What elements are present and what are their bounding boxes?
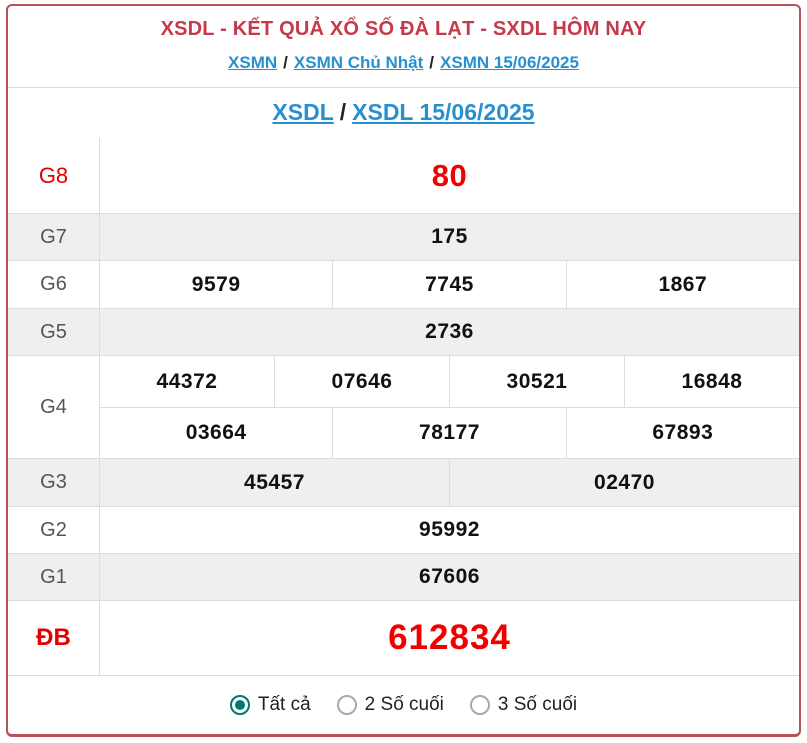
prize-number-g7: 175 [431, 225, 468, 248]
prize-number-g6-1: 9579 [191, 272, 241, 296]
prize-row-g7: G7 175 [8, 214, 799, 261]
prize-label-g5: G5 [8, 309, 100, 355]
breadcrumb-link-xsmn[interactable]: XSMN [228, 53, 278, 72]
prize-label-g8: G8 [8, 138, 100, 213]
breadcrumb-link-xsmn-date[interactable]: XSMN 15/06/2025 [440, 53, 579, 72]
breadcrumb: XSMN / XSMN Chủ Nhật / XSMN 15/06/2025 [18, 53, 789, 73]
prize-label-g3: G3 [8, 459, 100, 506]
prize-row-db: ĐB 612834 [8, 601, 799, 676]
breadcrumb-separator: / [429, 53, 435, 72]
breadcrumb-link-xsmn-chu-nhat[interactable]: XSMN Chủ Nhật [293, 53, 424, 72]
prize-number-g4-6: 78177 [332, 408, 565, 458]
prize-number-g3-2: 02470 [449, 459, 799, 506]
prize-number-g8: 80 [431, 157, 468, 193]
prize-row-g5: G5 2736 [8, 309, 799, 356]
prize-number-g4-7: 67893 [565, 408, 799, 458]
prize-row-g1: G1 67606 [8, 554, 799, 601]
prize-number-g4-5: 03664 [185, 421, 247, 444]
sub-breadcrumb-separator: / [339, 99, 347, 125]
prize-row-g2: G2 95992 [8, 507, 799, 554]
prize-row-g8: G8 80 [8, 138, 799, 214]
prize-number-g1: 67606 [419, 565, 480, 588]
lottery-results-panel: XSDL - KẾT QUẢ XỔ SỐ ĐÀ LẠT - SXDL HÔM N… [6, 4, 801, 737]
prize-number-g3-1: 45457 [244, 470, 305, 494]
prize-number-g4-1: 44372 [156, 369, 218, 393]
prize-number-g4-2: 07646 [274, 356, 449, 407]
radio-icon-last2[interactable] [336, 695, 357, 715]
prize-number-db: 612834 [388, 618, 511, 657]
display-mode-bar: Tất cả 2 Số cuối 3 Số cuối [8, 676, 799, 734]
radio-option-all[interactable]: Tất cả [229, 694, 311, 716]
sub-breadcrumb-link-xsdl[interactable]: XSDL [272, 99, 334, 125]
prize-row-g4-line1: 44372 07646 30521 16848 [100, 356, 799, 407]
prize-label-db: ĐB [8, 601, 100, 675]
prize-row-g6: G6 9579 7745 1867 [8, 261, 799, 309]
breadcrumb-separator: / [283, 53, 288, 72]
page-title: XSDL - KẾT QUẢ XỔ SỐ ĐÀ LẠT - SXDL HÔM N… [160, 18, 647, 40]
prize-number-g6-3: 1867 [565, 261, 799, 308]
prize-row-g4: G4 44372 07646 30521 16848 03664 78177 6… [8, 356, 799, 459]
sub-breadcrumb-link-xsdl-date[interactable]: XSDL 15/06/2025 [352, 99, 535, 125]
prize-row-g4-line2: 03664 78177 67893 [100, 407, 799, 458]
radio-icon-last3[interactable] [469, 695, 490, 715]
prize-number-g6-2: 7745 [332, 261, 565, 308]
radio-option-last3[interactable]: 3 Số cuối [469, 694, 578, 716]
results-table: G8 80 G7 175 G6 9579 7745 1867 G5 273 [8, 138, 799, 676]
radio-label-last2: 2 Số cuối [364, 694, 444, 715]
prize-label-g2: G2 [8, 507, 100, 553]
header: XSDL - KẾT QUẢ XỔ SỐ ĐÀ LẠT - SXDL HÔM N… [8, 6, 799, 88]
radio-label-all: Tất cả [257, 694, 311, 715]
prize-number-g2: 95992 [419, 518, 480, 541]
prize-label-g7: G7 [8, 214, 100, 260]
prize-label-g1: G1 [8, 554, 100, 600]
prize-number-g4-3: 30521 [449, 356, 624, 407]
prize-number-g4-4: 16848 [624, 356, 799, 407]
radio-option-last2[interactable]: 2 Số cuối [336, 694, 444, 716]
prize-row-g3: G3 45457 02470 [8, 459, 799, 507]
radio-icon-all[interactable] [229, 695, 250, 715]
radio-label-last3: 3 Số cuối [497, 694, 578, 715]
sub-breadcrumb: XSDL / XSDL 15/06/2025 [8, 88, 799, 138]
prize-label-g6: G6 [8, 261, 100, 308]
prize-label-g4: G4 [8, 356, 100, 458]
prize-number-g5: 2736 [425, 320, 474, 343]
